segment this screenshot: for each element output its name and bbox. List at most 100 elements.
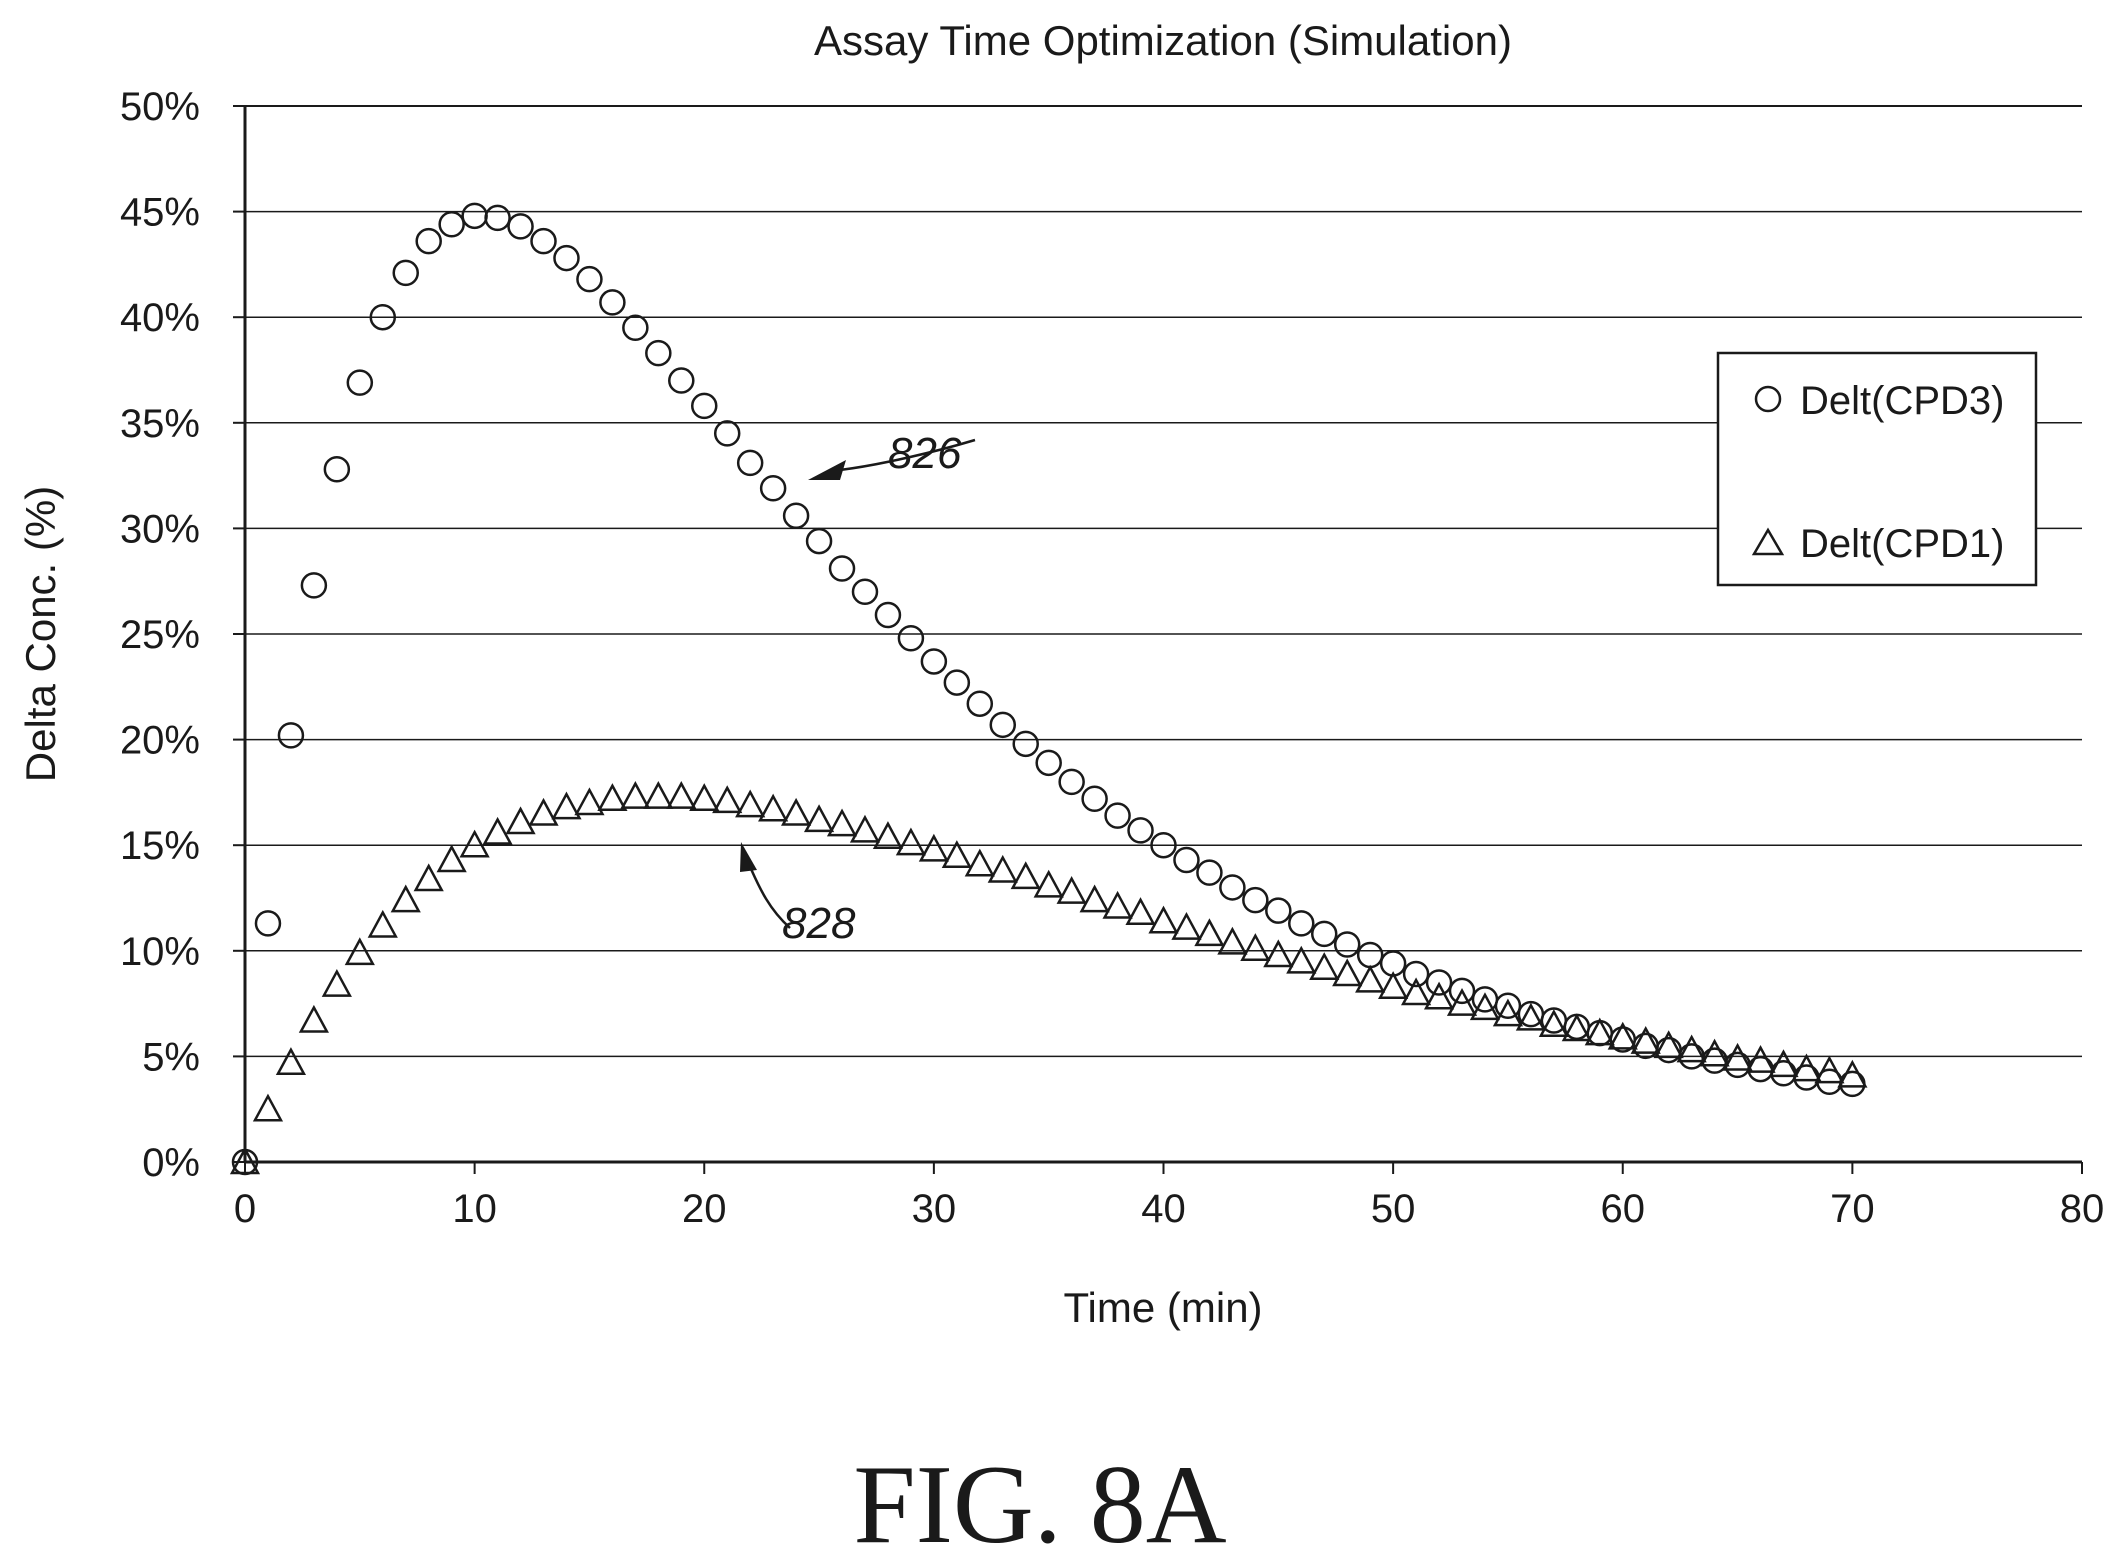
data-point-triangle [1102, 890, 1133, 919]
data-point-triangle [1010, 861, 1041, 890]
series-layer [229, 202, 1868, 1176]
data-point-circle [1310, 920, 1338, 948]
data-point-circle [1219, 874, 1246, 901]
data-point-triangle [689, 783, 720, 811]
data-point-triangle [1492, 998, 1524, 1027]
data-point-circle [392, 259, 419, 287]
data-point-triangle [895, 827, 927, 856]
data-point-triangle [1171, 911, 1202, 940]
y-tick-label: 40% [120, 296, 200, 340]
data-point-circle [874, 601, 902, 629]
y-tick-label: 35% [120, 402, 200, 446]
data-point-circle [1242, 886, 1269, 914]
data-point-circle [254, 910, 282, 937]
data-point-triangle [1194, 918, 1225, 947]
data-point-triangle [918, 833, 949, 862]
data-point-triangle [390, 884, 421, 913]
legend-label-cpd1: Delt(CPD1) [1800, 522, 2004, 566]
data-point-triangle [987, 854, 1018, 883]
data-point-circle [484, 204, 511, 232]
data-point-circle [1012, 730, 1039, 758]
data-point-circle [1173, 846, 1200, 874]
legend-label-cpd3: Delt(CPD3) [1800, 379, 2004, 423]
data-point-triangle [1240, 933, 1271, 961]
data-point-triangle [252, 1093, 284, 1122]
data-point-triangle [344, 937, 375, 966]
data-point-triangle [413, 863, 444, 892]
data-point-triangle [803, 804, 835, 833]
data-point-triangle [275, 1047, 307, 1075]
data-point-circle [553, 244, 580, 272]
data-point-circle [691, 392, 718, 420]
data-point-triangle [1699, 1038, 1730, 1067]
data-point-circle [1058, 768, 1085, 796]
y-tick-label: 20% [120, 719, 200, 763]
data-point-circle [782, 502, 810, 529]
annotation-828-label: 828 [782, 899, 856, 948]
y-tick-label: 25% [120, 613, 200, 657]
x-tick-label: 80 [2060, 1187, 2105, 1231]
data-point-circle [1265, 897, 1292, 924]
data-point-circle [599, 289, 626, 316]
data-point-triangle [1469, 992, 1501, 1021]
data-point-triangle [1561, 1013, 1592, 1042]
data-point-circle [805, 527, 833, 555]
data-point-circle [1494, 992, 1522, 1019]
data-point-triangle [1125, 897, 1156, 926]
data-point-circle [438, 211, 465, 238]
data-point-circle [1127, 817, 1154, 844]
data-point-triangle [1745, 1044, 1776, 1073]
data-point-triangle [1286, 945, 1317, 974]
data-point-circle [989, 711, 1017, 739]
data-point-triangle [1607, 1021, 1638, 1050]
data-point-triangle [666, 780, 697, 809]
data-point-triangle [1584, 1017, 1615, 1046]
data-point-triangle [1515, 1002, 1546, 1031]
x-tick-label: 60 [1601, 1187, 1646, 1231]
data-point-circle [346, 369, 374, 396]
data-point-triangle [298, 1004, 329, 1033]
x-tick-label: 10 [452, 1187, 497, 1231]
data-point-triangle [941, 840, 972, 869]
x-tick-label: 20 [682, 1187, 727, 1231]
annotation-828: 828 [740, 842, 856, 948]
x-tick-label: 30 [912, 1187, 957, 1231]
data-point-triangle [1378, 971, 1409, 999]
data-point-triangle [229, 1146, 261, 1175]
y-tick-label: 50% [120, 85, 200, 129]
annotation-826-leader [839, 438, 976, 472]
data-point-triangle [482, 816, 513, 845]
data-point-triangle [1079, 884, 1110, 913]
x-axis-label: Time (min) [1063, 1284, 1262, 1331]
series-triangle [229, 780, 1868, 1175]
data-point-circle [920, 648, 948, 675]
data-point-circle [1150, 831, 1177, 859]
data-point-triangle [597, 783, 628, 811]
data-point-triangle [620, 780, 651, 809]
data-point-circle [668, 367, 695, 394]
y-axis-label: Delta Conc. (%) [17, 486, 64, 782]
legend-circle-marker [1754, 385, 1782, 413]
data-point-triangle [781, 797, 812, 826]
data-point-circle [1196, 859, 1223, 886]
data-point-triangle [1309, 952, 1340, 980]
data-point-circle [1333, 931, 1361, 958]
data-point-triangle [551, 791, 582, 820]
data-point-circle [323, 456, 351, 483]
data-point-triangle [1722, 1042, 1753, 1071]
data-point-circle [507, 213, 534, 240]
data-point-circle [897, 624, 925, 652]
data-point-triangle [1814, 1055, 1845, 1084]
data-point-circle [369, 303, 397, 331]
data-point-triangle [1033, 869, 1064, 898]
data-point-circle [736, 449, 764, 477]
data-point-circle [851, 578, 879, 606]
data-point-triangle [1791, 1053, 1822, 1082]
data-point-triangle [735, 789, 766, 818]
data-point-triangle [505, 806, 536, 835]
data-point-circle [300, 572, 328, 599]
data-point-triangle [1332, 958, 1363, 987]
data-point-triangle [1446, 987, 1478, 1016]
data-point-circle [943, 669, 971, 696]
